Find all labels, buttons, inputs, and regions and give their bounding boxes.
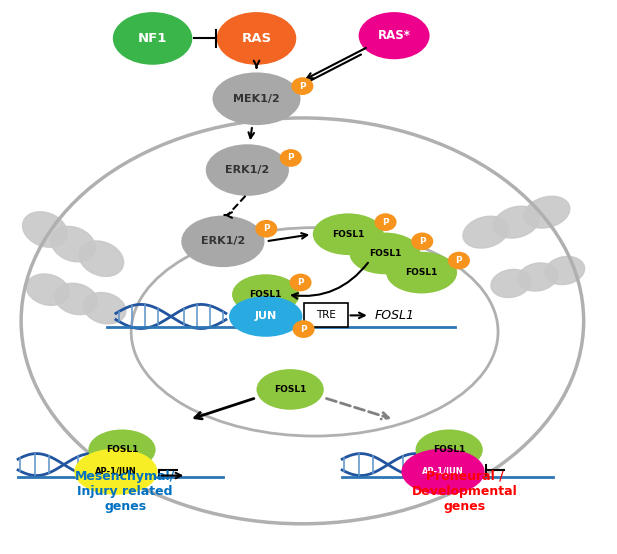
Text: FOSL1: FOSL1 bbox=[274, 385, 307, 394]
Text: Mesenchymal/
Injury related
genes: Mesenchymal/ Injury related genes bbox=[75, 470, 175, 513]
Text: FOSL1: FOSL1 bbox=[106, 445, 138, 454]
Text: FOSL1: FOSL1 bbox=[332, 230, 365, 239]
Ellipse shape bbox=[349, 233, 420, 274]
Ellipse shape bbox=[212, 73, 300, 125]
Ellipse shape bbox=[358, 12, 429, 59]
Ellipse shape bbox=[524, 196, 570, 228]
Text: NF1: NF1 bbox=[138, 32, 167, 45]
Ellipse shape bbox=[415, 429, 482, 470]
Ellipse shape bbox=[491, 269, 531, 297]
Ellipse shape bbox=[289, 274, 312, 291]
Ellipse shape bbox=[375, 213, 397, 231]
Ellipse shape bbox=[402, 449, 484, 495]
Ellipse shape bbox=[83, 293, 126, 324]
Text: RAS: RAS bbox=[241, 32, 271, 45]
Ellipse shape bbox=[79, 241, 123, 276]
Ellipse shape bbox=[88, 429, 155, 470]
Text: FOSL1: FOSL1 bbox=[433, 445, 465, 454]
Text: P: P bbox=[455, 256, 462, 265]
Ellipse shape bbox=[463, 216, 508, 248]
Ellipse shape bbox=[386, 252, 457, 294]
Ellipse shape bbox=[518, 263, 558, 291]
Ellipse shape bbox=[448, 252, 470, 269]
Ellipse shape bbox=[55, 283, 97, 315]
Ellipse shape bbox=[27, 274, 69, 305]
Ellipse shape bbox=[23, 212, 67, 247]
Text: Proneural /
Developmental
genes: Proneural / Developmental genes bbox=[412, 470, 517, 513]
Text: TRE: TRE bbox=[316, 310, 336, 320]
Text: AP-1/JUN: AP-1/JUN bbox=[95, 467, 137, 476]
Ellipse shape bbox=[217, 12, 296, 65]
Ellipse shape bbox=[292, 320, 315, 338]
Text: P: P bbox=[263, 224, 270, 233]
Text: ERK1/2: ERK1/2 bbox=[201, 237, 245, 247]
Text: MEK1/2: MEK1/2 bbox=[233, 94, 280, 104]
Text: ERK1/2: ERK1/2 bbox=[225, 165, 270, 175]
Text: P: P bbox=[419, 237, 426, 246]
Text: P: P bbox=[382, 218, 389, 227]
Ellipse shape bbox=[313, 213, 384, 255]
Text: FOSL1: FOSL1 bbox=[375, 309, 415, 322]
Text: AP-1/JUN: AP-1/JUN bbox=[422, 467, 464, 476]
Ellipse shape bbox=[255, 220, 277, 238]
Text: RAS*: RAS* bbox=[378, 29, 410, 42]
Text: FOSL1: FOSL1 bbox=[369, 249, 401, 258]
Ellipse shape bbox=[494, 206, 539, 238]
Text: FOSL1: FOSL1 bbox=[405, 268, 438, 277]
Ellipse shape bbox=[232, 274, 299, 315]
Ellipse shape bbox=[206, 144, 289, 196]
FancyBboxPatch shape bbox=[304, 303, 347, 327]
Text: FOSL1: FOSL1 bbox=[249, 290, 282, 299]
Ellipse shape bbox=[74, 449, 157, 495]
Ellipse shape bbox=[257, 369, 324, 410]
Text: P: P bbox=[297, 278, 304, 287]
Text: P: P bbox=[300, 325, 307, 334]
Ellipse shape bbox=[545, 257, 585, 285]
Text: P: P bbox=[299, 81, 305, 91]
Text: JUN: JUN bbox=[255, 311, 277, 321]
Ellipse shape bbox=[113, 12, 193, 65]
Ellipse shape bbox=[411, 233, 433, 250]
Ellipse shape bbox=[280, 149, 302, 167]
Ellipse shape bbox=[51, 227, 96, 262]
Ellipse shape bbox=[291, 77, 313, 95]
Text: P: P bbox=[288, 153, 294, 162]
Ellipse shape bbox=[229, 296, 302, 337]
Ellipse shape bbox=[181, 216, 265, 267]
